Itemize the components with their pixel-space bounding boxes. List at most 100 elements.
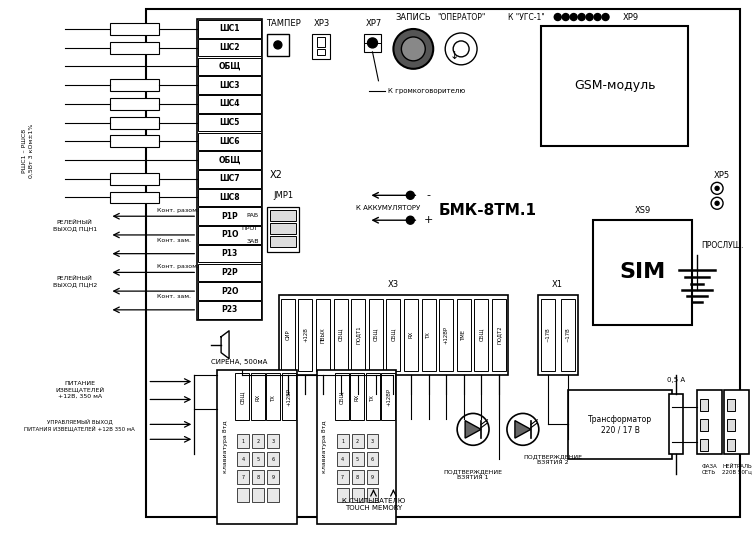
Text: ОБЩ: ОБЩ xyxy=(391,328,396,341)
Text: SIM: SIM xyxy=(619,262,666,282)
Text: РЕЛЕЙНЫЙ
ВЫХОД ПЦН1: РЕЛЕЙНЫЙ ВЫХОД ПЦН1 xyxy=(53,220,96,231)
Text: ПОДТ2: ПОДТ2 xyxy=(496,325,501,344)
Text: 1: 1 xyxy=(242,439,245,444)
Text: ОБЩ: ОБЩ xyxy=(218,62,241,71)
Bar xyxy=(727,420,735,431)
Text: ОБЩ: ОБЩ xyxy=(218,156,241,165)
Circle shape xyxy=(367,38,377,48)
Text: РАБ: РАБ xyxy=(247,212,259,218)
Text: JMP1: JMP1 xyxy=(274,191,294,200)
Bar xyxy=(382,372,395,421)
Bar xyxy=(109,23,160,35)
Text: ПРОСЛУШ.: ПРОСЛУШ. xyxy=(701,241,743,250)
Text: Р23: Р23 xyxy=(221,305,238,314)
Bar xyxy=(198,114,261,131)
Text: ТМЕ: ТМЕ xyxy=(462,329,466,340)
Bar xyxy=(317,49,325,55)
Bar xyxy=(146,9,740,517)
Bar xyxy=(198,57,261,75)
Circle shape xyxy=(711,197,723,209)
Bar xyxy=(279,295,508,375)
Bar xyxy=(237,434,249,448)
Text: RX: RX xyxy=(255,394,260,401)
Bar xyxy=(568,390,672,459)
Text: ОБЩ: ОБЩ xyxy=(373,328,378,341)
Bar xyxy=(109,136,160,147)
Text: УПРАВЛЯЕМЫЙ ВЫХОД
ПИТАНИЯ ИЗВЕЩАТЕЛЕЙ +12В 350 мА: УПРАВЛЯЕМЫЙ ВЫХОД ПИТАНИЯ ИЗВЕЩАТЕЛЕЙ +1… xyxy=(24,418,135,431)
Text: Р1Р: Р1Р xyxy=(221,212,238,221)
Text: 4: 4 xyxy=(341,457,344,462)
Text: -: - xyxy=(426,190,430,201)
Text: ШС5: ШС5 xyxy=(219,118,239,127)
Bar xyxy=(337,488,349,502)
Bar xyxy=(267,488,279,502)
Text: ПОДТВЕРЖДЕНИЕ
ВЗЯТИЯ 2: ПОДТВЕРЖДЕНИЕ ВЗЯТИЯ 2 xyxy=(523,454,582,464)
Bar xyxy=(317,370,396,524)
Bar xyxy=(252,488,264,502)
Bar xyxy=(237,470,249,484)
Bar xyxy=(352,488,364,502)
Text: РЕЛЕЙНЫЙ
ВЫХОД ПЦН2: РЕЛЕЙНЫЙ ВЫХОД ПЦН2 xyxy=(53,276,97,287)
Bar xyxy=(337,434,349,448)
Bar xyxy=(366,372,380,421)
Text: Конт. разом.: Конт. разом. xyxy=(157,208,200,213)
Text: X3: X3 xyxy=(388,280,399,289)
Text: ШС3: ШС3 xyxy=(219,81,239,89)
Circle shape xyxy=(578,14,585,21)
Bar xyxy=(198,301,261,319)
Text: Р2Р: Р2Р xyxy=(221,268,238,277)
Text: СИР: СИР xyxy=(285,330,291,340)
Bar xyxy=(198,189,261,207)
Bar xyxy=(369,299,383,371)
Text: XS9: XS9 xyxy=(634,206,651,215)
Text: ПВЫХ: ПВЫХ xyxy=(321,327,325,343)
Bar xyxy=(282,372,296,421)
Bar xyxy=(316,299,330,371)
Text: ХР5: ХР5 xyxy=(714,171,730,180)
Bar xyxy=(352,434,364,448)
Text: ~17В: ~17В xyxy=(545,327,550,342)
Bar xyxy=(281,299,295,371)
Bar xyxy=(724,390,749,454)
Circle shape xyxy=(407,216,414,224)
Text: +12ВР: +12ВР xyxy=(386,389,391,406)
Bar xyxy=(351,299,365,371)
Bar xyxy=(198,133,261,150)
Bar xyxy=(422,299,435,371)
Text: ШС8: ШС8 xyxy=(219,193,240,202)
Circle shape xyxy=(594,14,601,21)
Bar xyxy=(252,452,264,466)
Bar xyxy=(267,372,280,421)
Bar xyxy=(235,372,249,421)
Bar xyxy=(541,26,688,145)
Text: 3: 3 xyxy=(371,439,374,444)
Bar xyxy=(198,226,261,244)
Text: 0,5 А: 0,5 А xyxy=(667,377,685,383)
Bar xyxy=(267,434,279,448)
Text: "ОПЕРАТОР": "ОПЕРАТОР" xyxy=(437,12,486,22)
Bar xyxy=(404,299,418,371)
Text: 2: 2 xyxy=(256,439,260,444)
Bar xyxy=(198,263,261,281)
Text: Трансформатор
220 / 17 В: Трансформатор 220 / 17 В xyxy=(588,415,652,434)
Bar xyxy=(457,299,471,371)
Circle shape xyxy=(602,14,609,21)
Text: ПОДТВЕРЖДЕНИЕ
ВЗЯТИЯ 1: ПОДТВЕРЖДЕНИЕ ВЗЯТИЯ 1 xyxy=(444,469,502,480)
Bar xyxy=(337,452,349,466)
Text: НЕЙТРАЛЬ
220В 50Гц: НЕЙТРАЛЬ 220В 50Гц xyxy=(722,464,752,475)
Bar xyxy=(538,295,578,375)
Text: ХР3: ХР3 xyxy=(313,18,330,28)
Bar xyxy=(312,34,330,59)
Text: RX: RX xyxy=(408,331,413,338)
Bar xyxy=(237,488,249,502)
Bar xyxy=(198,208,261,225)
Text: ФАЗА
СЕТЬ: ФАЗА СЕТЬ xyxy=(701,464,717,475)
Bar xyxy=(109,98,160,110)
Circle shape xyxy=(586,14,593,21)
Polygon shape xyxy=(465,421,481,438)
Circle shape xyxy=(570,14,577,21)
Circle shape xyxy=(401,37,425,61)
Bar xyxy=(352,452,364,466)
Text: ШС2: ШС2 xyxy=(219,43,239,52)
Text: ОБЩ: ОБЩ xyxy=(339,391,344,404)
